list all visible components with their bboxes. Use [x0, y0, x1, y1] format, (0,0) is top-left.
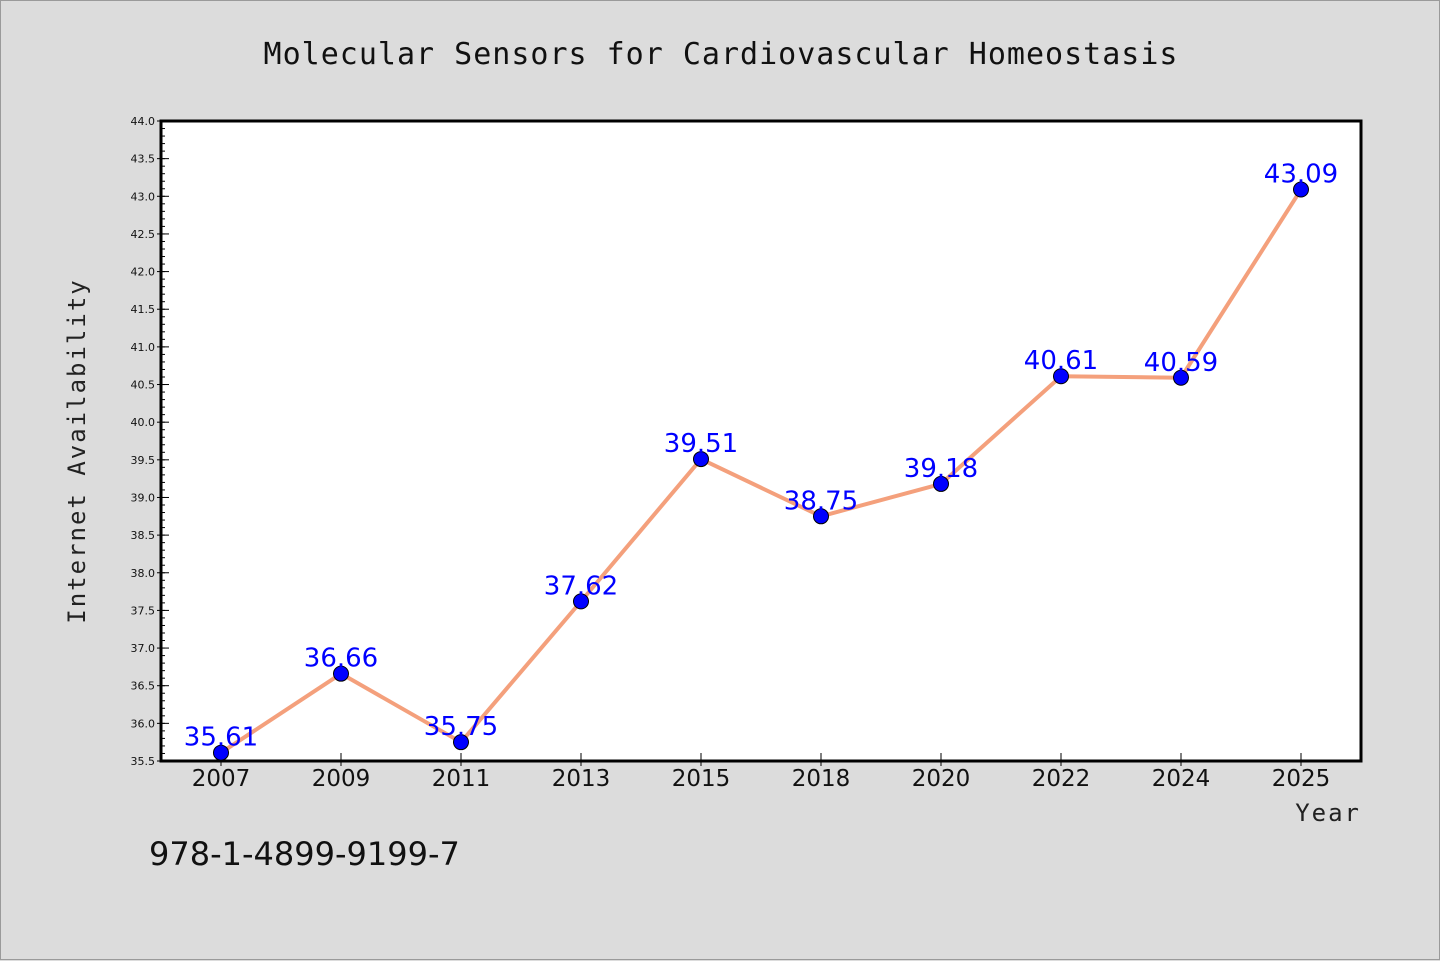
data-label: 40.59	[1144, 348, 1218, 378]
y-tick-label: 35.5	[131, 755, 156, 768]
data-point	[1293, 181, 1309, 198]
data-point	[693, 451, 709, 468]
x-tick-label: 2013	[552, 766, 611, 792]
y-tick-label: 43.0	[131, 190, 156, 203]
y-tick-label: 36.5	[131, 680, 156, 693]
data-label: 39.51	[664, 429, 738, 459]
y-axis-label: Internet Availability	[63, 278, 91, 623]
data-label: 36.66	[304, 644, 378, 674]
data-point	[333, 665, 349, 682]
x-axis-label: Year	[1295, 799, 1361, 827]
x-tick-label: 2024	[1152, 766, 1211, 792]
chart-title: Molecular Sensors for Cardiovascular Hom…	[264, 37, 1179, 72]
y-tick-label: 41.0	[131, 341, 156, 354]
data-label: 35.61	[184, 723, 258, 753]
data-label: 35.75	[424, 712, 498, 742]
data-point	[813, 508, 829, 525]
data-series: 35.61 36.66 35.75 37.62 39.51 38.75 39.18 40.61…	[184, 160, 1338, 761]
x-tick-label: 2025	[1272, 766, 1331, 792]
data-point	[933, 475, 949, 492]
y-tick-label: 40.0	[131, 416, 156, 429]
x-tick-label: 2018	[792, 766, 851, 792]
y-tick-label: 41.5	[131, 303, 156, 316]
data-point	[213, 744, 229, 761]
isbn-label: 978-1-4899-9199-7	[149, 835, 460, 873]
data-label: 38.75	[784, 486, 858, 516]
x-tick-label: 2015	[672, 766, 731, 792]
x-tick-label: 2022	[1032, 766, 1091, 792]
y-tick-label: 43.5	[131, 153, 156, 166]
x-axis: 2007 2009 2011 2013 2015 2018 2020 2022 2024 2025	[192, 753, 1331, 792]
y-tick-label: 36.0	[131, 717, 156, 730]
y-tick-label: 37.5	[131, 604, 156, 617]
y-tick-label: 40.5	[131, 379, 156, 392]
data-point	[1173, 369, 1189, 386]
y-tick-label: 38.0	[131, 567, 156, 580]
data-label: 39.18	[904, 454, 978, 484]
y-tick-label: 39.5	[131, 454, 156, 467]
y-tick-label: 37.0	[131, 642, 156, 655]
y-tick-label: 42.0	[131, 266, 156, 279]
data-point	[1053, 368, 1069, 385]
y-tick-label: 44.0	[131, 115, 156, 128]
plot-area	[159, 119, 1363, 763]
data-label: 37.62	[544, 571, 618, 601]
x-tick-label: 2020	[912, 766, 971, 792]
data-point	[573, 593, 589, 610]
series-line	[219, 188, 1303, 755]
x-tick-label: 2009	[312, 766, 371, 792]
y-tick-label: 38.5	[131, 529, 156, 542]
y-tick-label: 42.5	[131, 228, 156, 241]
data-label: 43.09	[1264, 160, 1338, 190]
y-axis: 35.5 36.0 36.5 37.0 37.5 38.0 38.5 39.0 39.5 40.0…	[131, 115, 169, 768]
x-tick-label: 2011	[432, 766, 491, 792]
data-point	[453, 734, 469, 751]
data-label: 40.61	[1024, 346, 1098, 376]
y-tick-label: 39.0	[131, 491, 156, 504]
x-tick-label: 2007	[192, 766, 251, 792]
